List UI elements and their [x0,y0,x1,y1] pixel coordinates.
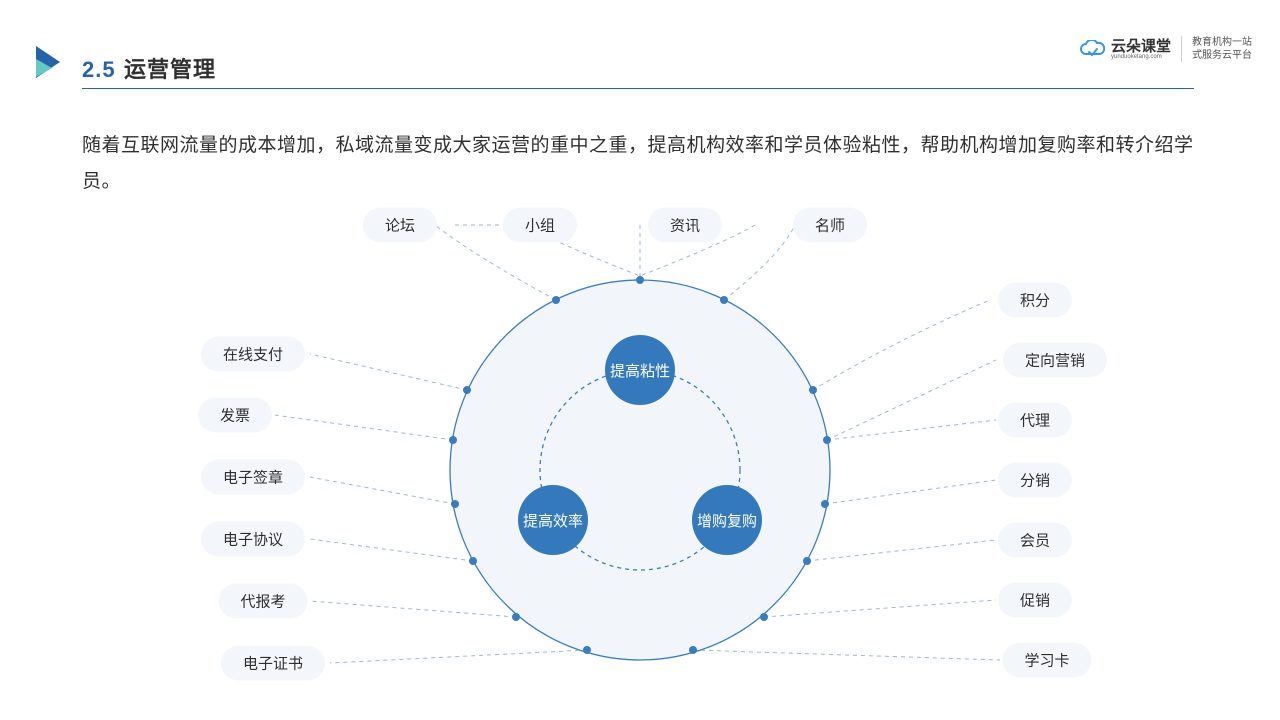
diagram-node: 小组 [503,208,577,243]
diagram-node: 发票 [198,398,272,433]
diagram-node: 电子签章 [201,460,305,495]
diagram-node: 论坛 [363,208,437,243]
brand-separator [1181,36,1182,62]
diagram-node: 代理 [998,403,1072,438]
diagram-node: 积分 [998,283,1072,318]
diagram-hub: 增购复购 [692,485,762,555]
title-underline [82,88,1194,89]
brand-name-cn: 云朵课堂 [1111,39,1171,54]
diagram-node: 电子证书 [221,646,325,681]
diagram-node: 定向营销 [1003,343,1107,378]
diagram-node: 资讯 [648,208,722,243]
brand-logo: 云朵课堂 yunduoketang.com [1079,39,1171,60]
section-title-text: 运营管理 [124,57,216,82]
brand-tagline: 教育机构一站 式服务云平台 [1192,36,1252,62]
diagram-node: 电子协议 [201,522,305,557]
diagram-node: 代报考 [218,584,307,619]
brand-block: 云朵课堂 yunduoketang.com 教育机构一站 式服务云平台 [1079,36,1252,62]
diagram-node: 名师 [793,208,867,243]
description-paragraph: 随着互联网流量的成本增加，私域流量变成大家运营的重中之重，提高机构效率和学员体验… [82,128,1202,200]
diagram-hub: 提高效率 [518,485,588,555]
diagram-node: 促销 [998,583,1072,618]
diagram-hub: 提高粘性 [605,335,675,405]
cloud-icon [1079,40,1105,58]
section-number: 2.5 [82,57,116,82]
diagram-node: 学习卡 [1002,643,1091,678]
diagram-node: 分销 [998,463,1072,498]
corner-play-icon [36,46,62,78]
section-title: 2.5 运营管理 [82,52,216,84]
diagram-node: 会员 [998,523,1072,558]
brand-name-en: yunduoketang.com [1111,54,1171,60]
diagram-node: 在线支付 [201,337,305,372]
